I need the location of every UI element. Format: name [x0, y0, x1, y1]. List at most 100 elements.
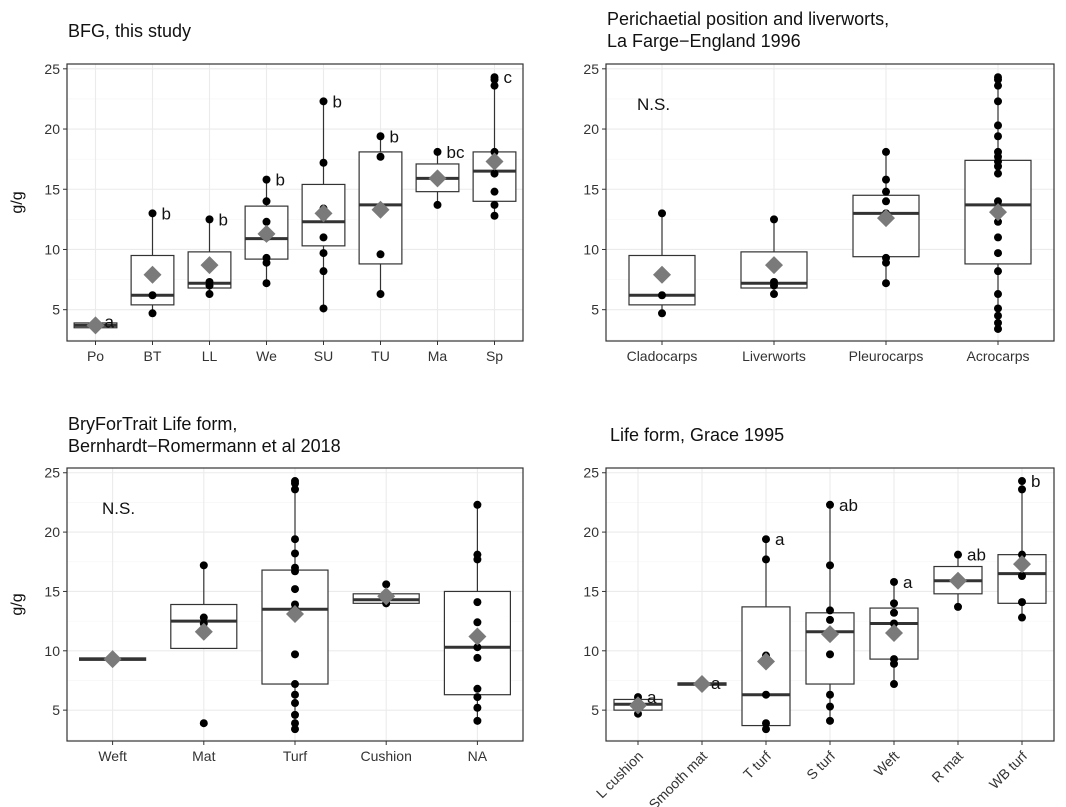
y-tick-label: 25: [44, 465, 60, 481]
point-na: [473, 684, 482, 693]
mean-ll: [200, 256, 219, 275]
point-su: [319, 304, 328, 313]
point-acrocarps: [994, 147, 1002, 156]
x-tick-label-ll: LL: [202, 348, 218, 364]
y-tick-label: 10: [583, 643, 599, 659]
point-weft: [890, 577, 898, 586]
point-turf: [291, 710, 299, 719]
point-na: [473, 550, 482, 559]
significance-letter-t-turf: a: [775, 530, 785, 549]
mean-liverworts: [765, 256, 783, 275]
point-weft: [890, 619, 898, 628]
significance-letter-smooth-mat: a: [711, 674, 721, 693]
point-t-turf: [762, 690, 770, 699]
x-tick-label-bt: BT: [144, 348, 162, 364]
point-acrocarps: [994, 121, 1002, 130]
mean-r-mat: [949, 571, 967, 590]
mean-cushion: [377, 587, 396, 606]
point-mat: [199, 561, 208, 570]
y-tick-label: 5: [52, 302, 60, 318]
point-wb-turf: [1018, 613, 1026, 622]
significance-letter-weft: a: [903, 573, 913, 592]
point-weft: [890, 655, 898, 664]
point-cladocarps: [658, 291, 666, 300]
point-turf: [291, 477, 299, 486]
panel-2: 5 10 15 20 25 Weft Mat Turf Cushion NA g/g N.S.: [9, 465, 524, 764]
x-tick-label-l-cushion: L cushion: [593, 748, 646, 801]
y-tick-label: 20: [583, 524, 599, 540]
x-tick-label-weft: Weft: [871, 748, 903, 780]
point-su: [319, 97, 328, 106]
significance-letter-s-turf: ab: [839, 496, 858, 515]
point-ma: [433, 147, 442, 156]
point-cladocarps: [658, 209, 666, 218]
point-acrocarps: [994, 267, 1002, 276]
point-sp: [490, 169, 499, 178]
point-na: [473, 703, 482, 712]
point-acrocarps: [994, 324, 1002, 333]
panel-border: [605, 63, 1055, 342]
point-acrocarps: [994, 249, 1002, 258]
point-acrocarps: [994, 304, 1002, 313]
point-we: [262, 217, 271, 226]
point-sp: [490, 81, 499, 90]
mean-ma: [428, 169, 447, 188]
point-wb-turf: [1018, 550, 1026, 559]
significance-letter-ll: b: [219, 210, 228, 229]
x-tick-label-s-turf: S turf: [803, 748, 838, 783]
significance-letter-r-mat: ab: [967, 546, 986, 565]
mean-bt: [143, 265, 162, 284]
point-su: [319, 233, 328, 242]
x-tick-label-acrocarps: Acrocarps: [966, 348, 1029, 364]
mean-tu: [371, 200, 390, 219]
x-tick-label-weft: Weft: [98, 748, 127, 764]
mean-cladocarps: [653, 265, 671, 284]
point-sp: [490, 211, 499, 220]
point-na: [473, 500, 482, 509]
point-acrocarps: [994, 318, 1002, 327]
significance-letter-po: a: [105, 313, 115, 332]
point-pleurocarps: [882, 197, 890, 206]
x-tick-label-tu: TU: [371, 348, 390, 364]
point-s-turf: [826, 690, 834, 699]
point-we: [262, 253, 271, 262]
point-ll: [205, 290, 214, 299]
point-sp: [490, 73, 499, 82]
point-we: [262, 175, 271, 184]
ns-annotation: N.S.: [637, 95, 670, 114]
mean-mat: [194, 622, 213, 641]
panel-0: 5 10 15 20 25 aPo b BT b LL b We b SU b TU bc Ma c Sp g/g: [9, 61, 524, 364]
panel-border: [66, 467, 524, 742]
panel-border: [66, 63, 524, 342]
point-acrocarps: [994, 197, 1002, 206]
point-liverworts: [770, 215, 778, 224]
point-acrocarps: [994, 290, 1002, 299]
point-turf: [291, 585, 299, 594]
point-na: [473, 653, 482, 662]
point-wb-turf: [1018, 598, 1026, 607]
point-su: [319, 158, 328, 167]
point-acrocarps: [994, 132, 1002, 141]
x-tick-label-su: SU: [314, 348, 333, 364]
y-tick-label: 5: [591, 302, 599, 318]
point-liverworts: [770, 290, 778, 299]
point-sp: [490, 147, 499, 156]
point-mat: [199, 613, 208, 622]
point-tu: [376, 132, 385, 141]
point-weft: [890, 599, 898, 608]
y-tick-label: 5: [591, 702, 599, 718]
significance-letter-ma: bc: [447, 143, 465, 162]
point-t-turf: [762, 719, 770, 728]
point-pleurocarps: [882, 279, 890, 288]
point-s-turf: [826, 500, 834, 509]
point-bt: [148, 291, 157, 300]
y-tick-label: 10: [583, 241, 599, 257]
point-ll: [205, 277, 214, 286]
mean-s-turf: [821, 625, 839, 644]
point-na: [473, 716, 482, 725]
point-su: [319, 249, 328, 258]
point-t-turf: [762, 535, 770, 544]
mean-smooth-mat: [693, 675, 711, 694]
